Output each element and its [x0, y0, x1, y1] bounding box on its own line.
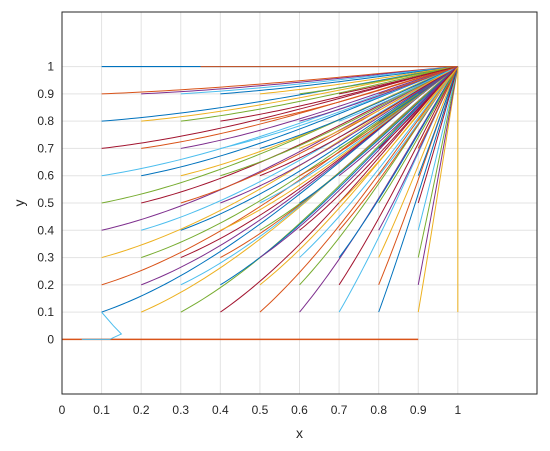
series-curve [220, 66, 459, 177]
series-curve [417, 66, 459, 95]
series-curve [378, 66, 458, 95]
series-curve [338, 66, 458, 95]
series-curve [101, 66, 459, 231]
x-tick-label: 0.6 [291, 403, 308, 417]
y-tick-label: 0.9 [37, 87, 54, 101]
x-tick-label: 0.4 [212, 403, 229, 417]
series-curve [338, 66, 459, 122]
series-curve [417, 66, 459, 122]
series-curve [259, 66, 459, 177]
series-curve [259, 66, 459, 258]
x-tick-label: 0.3 [172, 403, 189, 417]
y-tick-label: 0.2 [37, 278, 54, 292]
series-curve [417, 66, 459, 149]
y-tick-label: 0.6 [37, 169, 54, 183]
x-tick-label: 0.9 [410, 403, 427, 417]
series-curve [141, 66, 459, 231]
series-curve [141, 66, 458, 149]
series-curve [220, 66, 458, 95]
series-curve [417, 66, 459, 176]
x-tick-label: 0.2 [133, 403, 150, 417]
y-tick-label: 0.5 [37, 196, 54, 210]
series-curve [259, 66, 459, 231]
y-tick-label: 1 [47, 60, 54, 74]
series-curve [338, 66, 459, 258]
series-curve [299, 66, 458, 95]
series-curve [299, 66, 459, 204]
series-curve [338, 66, 459, 204]
series-curve [141, 66, 459, 259]
tick-labels: 0 0.1 0.2 0.3 0.4 0.5 0.6 0.7 0.8 0.9 1 0 0.1 0.2 0.3 0… [37, 60, 461, 417]
series-curve [299, 66, 459, 258]
x-tick-label: 0.7 [331, 403, 348, 417]
series-curve [141, 66, 458, 95]
y-tick-label: 0 [47, 332, 54, 346]
series-curve [180, 66, 458, 149]
x-tick-label: 0 [59, 403, 66, 417]
series-curve [259, 66, 459, 313]
x-tick-label: 0.1 [93, 403, 110, 417]
series-curve [259, 66, 458, 95]
series-curve [220, 66, 459, 204]
series-curve [417, 66, 459, 285]
y-tick-label: 0.4 [37, 223, 54, 237]
series-curve [259, 66, 459, 149]
series-curve [417, 66, 459, 258]
y-tick-label: 0.1 [37, 305, 54, 319]
y-axis-label: y [11, 200, 27, 207]
series-curve [299, 66, 459, 149]
series-curve [378, 66, 459, 204]
x-tick-label: 1 [454, 403, 461, 417]
y-tick-label: 0.7 [37, 141, 54, 155]
series-curve [180, 66, 458, 122]
x-tick-label: 0.8 [370, 403, 387, 417]
series-curve [299, 66, 459, 313]
y-tick-label: 0.8 [37, 114, 54, 128]
series-curve [378, 66, 459, 149]
series-curve [417, 66, 459, 313]
series-curve [417, 66, 459, 231]
series-curve [338, 66, 459, 177]
y-tick-label: 0.3 [37, 251, 54, 265]
series-curve [101, 66, 458, 95]
axes-box [61, 11, 538, 395]
series-curve [378, 66, 459, 258]
series-curve [378, 66, 459, 313]
series-curve [417, 66, 459, 204]
series-curve [259, 66, 458, 122]
series-curve [180, 66, 459, 231]
series-curve [180, 66, 458, 95]
series-curve [101, 66, 458, 122]
loop-curve [81, 311, 123, 340]
x-axis-label: x [296, 425, 303, 441]
data-series [61, 65, 459, 341]
series-curve [338, 66, 459, 286]
x-tick-label: 0.5 [252, 403, 269, 417]
